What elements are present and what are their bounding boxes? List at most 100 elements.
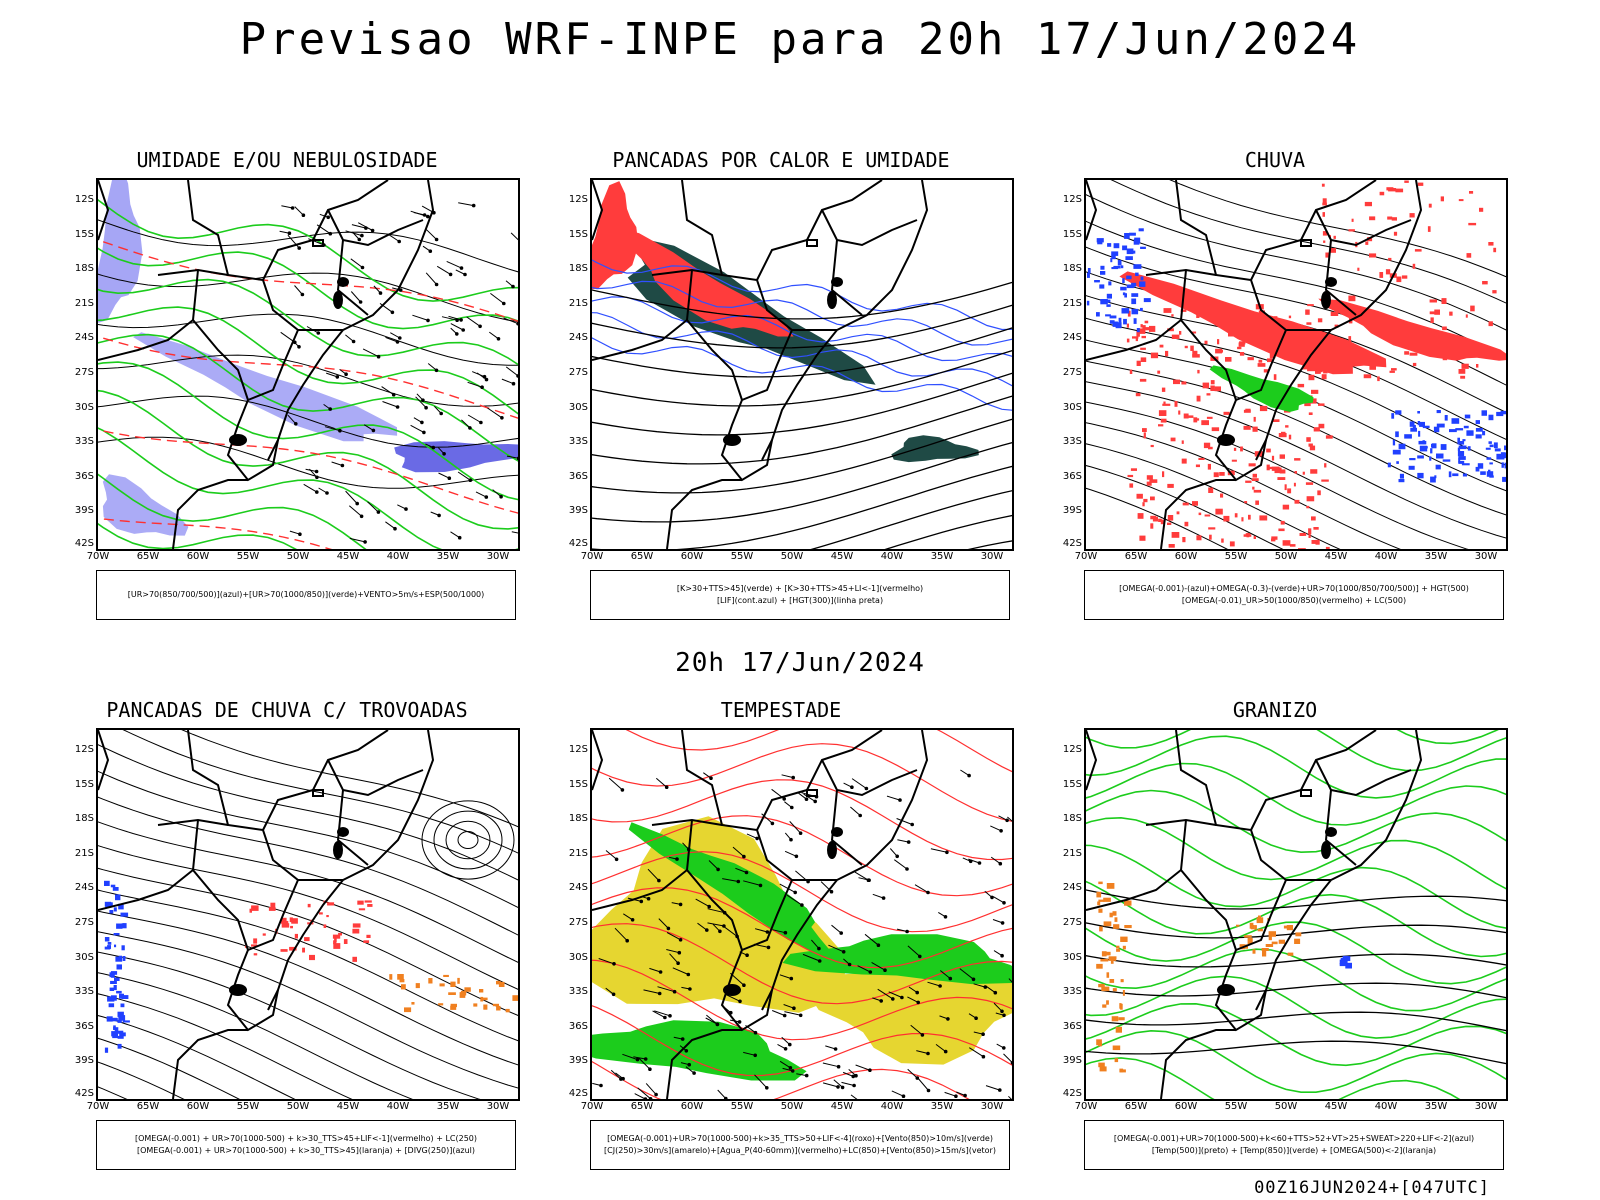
arrow-head xyxy=(459,318,463,322)
precip-cell xyxy=(1348,336,1352,342)
wind-arrow xyxy=(1007,816,1012,822)
country-borders xyxy=(1086,180,1423,549)
precip-cell xyxy=(1257,363,1266,367)
contour-line xyxy=(98,306,518,415)
streamline xyxy=(98,951,481,1099)
precip-cell xyxy=(1278,939,1285,944)
wind-arrow xyxy=(326,372,338,378)
wind-arrow xyxy=(822,1062,839,1068)
lat-tick-label: 24S xyxy=(74,332,94,344)
precip-cell xyxy=(1282,504,1290,510)
arrow-head xyxy=(881,896,886,900)
lagoon-icon xyxy=(1217,984,1235,996)
precip-cell xyxy=(1457,447,1461,451)
arrow-head xyxy=(672,989,677,994)
wind-arrow xyxy=(610,1069,622,1080)
lagoon-icon xyxy=(337,827,349,837)
lat-axis: 12S 15S 18S 21S 24S 27S 30S 33S 36S 39S 42S xyxy=(546,178,588,551)
arrow-head xyxy=(974,1016,978,1021)
arrow-head xyxy=(294,422,298,426)
wind-arrow xyxy=(789,821,801,834)
precip-cell xyxy=(116,923,123,929)
contour-line xyxy=(98,473,367,549)
precip-cell xyxy=(1386,187,1394,191)
contour-line xyxy=(592,280,1012,346)
precip-cell xyxy=(1414,249,1422,252)
arrow-head xyxy=(325,491,329,495)
lon-tick-label: 30W xyxy=(1474,1101,1498,1112)
argentina-border xyxy=(1086,869,1182,911)
lat-tick-label: 15S xyxy=(74,778,94,790)
precip-cell xyxy=(1252,473,1257,478)
precip-cell xyxy=(1399,473,1404,479)
precip-cell xyxy=(1417,455,1424,459)
precip-cell xyxy=(1261,948,1269,951)
arrow-head xyxy=(948,976,953,981)
precip-cell xyxy=(107,942,112,945)
precip-cell xyxy=(1369,253,1377,258)
precip-cell xyxy=(1171,334,1180,339)
wind-arrow xyxy=(888,991,903,998)
map-svg xyxy=(98,180,518,549)
arrow-head xyxy=(688,987,692,991)
precip-cell xyxy=(512,995,518,1001)
wind-arrow xyxy=(345,490,358,504)
wind-arrow xyxy=(779,974,792,980)
lat-tick-label: 36S xyxy=(568,470,588,482)
lon-tick-label: 40W xyxy=(880,551,904,562)
precip-cell xyxy=(364,900,372,903)
precip-cell xyxy=(505,1008,510,1013)
arrow-head xyxy=(648,1067,652,1072)
precip-cell xyxy=(1096,963,1103,969)
arrow-head xyxy=(707,904,711,909)
precip-cell xyxy=(1183,413,1189,419)
wind-arrow xyxy=(598,958,615,965)
precip-cell xyxy=(1280,520,1285,525)
precip-cell xyxy=(1401,275,1408,279)
arrow-head xyxy=(344,372,348,376)
precip-cell xyxy=(397,974,404,980)
wind-arrow xyxy=(381,386,394,396)
contour-line xyxy=(1086,789,1506,854)
precip-cell xyxy=(1256,917,1264,924)
precip-cell xyxy=(333,943,341,949)
arrow-head xyxy=(684,1049,689,1053)
precip-cell xyxy=(1365,241,1369,245)
precip-cell xyxy=(1313,427,1320,432)
arrow-head xyxy=(788,1066,793,1070)
contour-line xyxy=(810,490,1012,549)
state-border xyxy=(1250,180,1377,281)
precip-cell xyxy=(1208,527,1216,530)
wind-arrow xyxy=(649,967,661,973)
state-border xyxy=(327,759,424,797)
streamline xyxy=(98,910,518,1066)
precip-cell xyxy=(1271,466,1280,471)
precip-cell xyxy=(109,910,114,914)
precip-cell xyxy=(1129,369,1133,374)
precip-cell xyxy=(1318,403,1325,406)
jet-stream-area xyxy=(806,969,1012,1065)
map-area xyxy=(590,178,1014,551)
precip-cell xyxy=(1466,430,1474,436)
precip-cell xyxy=(1150,515,1157,520)
arrow-head xyxy=(836,1085,840,1089)
wind-arrow xyxy=(783,1004,795,1009)
contour-line xyxy=(592,304,1012,349)
precip-cell xyxy=(1429,456,1432,461)
arrow-head xyxy=(990,895,994,900)
wind-arrow xyxy=(410,424,425,433)
precip-cell xyxy=(1126,275,1132,280)
lagoon-icon xyxy=(831,277,843,287)
arrow-head xyxy=(390,310,395,315)
state-border xyxy=(1235,329,1287,401)
contour-line xyxy=(98,247,518,330)
contour-line xyxy=(1086,730,1506,772)
precip-cell xyxy=(110,884,116,888)
precip-cell xyxy=(1241,517,1244,522)
lon-tick-label: 60W xyxy=(680,551,704,562)
arrow-head xyxy=(643,1097,648,1099)
lagoon-icon xyxy=(1321,291,1331,309)
arrow-head xyxy=(920,1033,925,1037)
arrow-head xyxy=(765,1086,769,1090)
precip-cell xyxy=(117,1043,122,1049)
